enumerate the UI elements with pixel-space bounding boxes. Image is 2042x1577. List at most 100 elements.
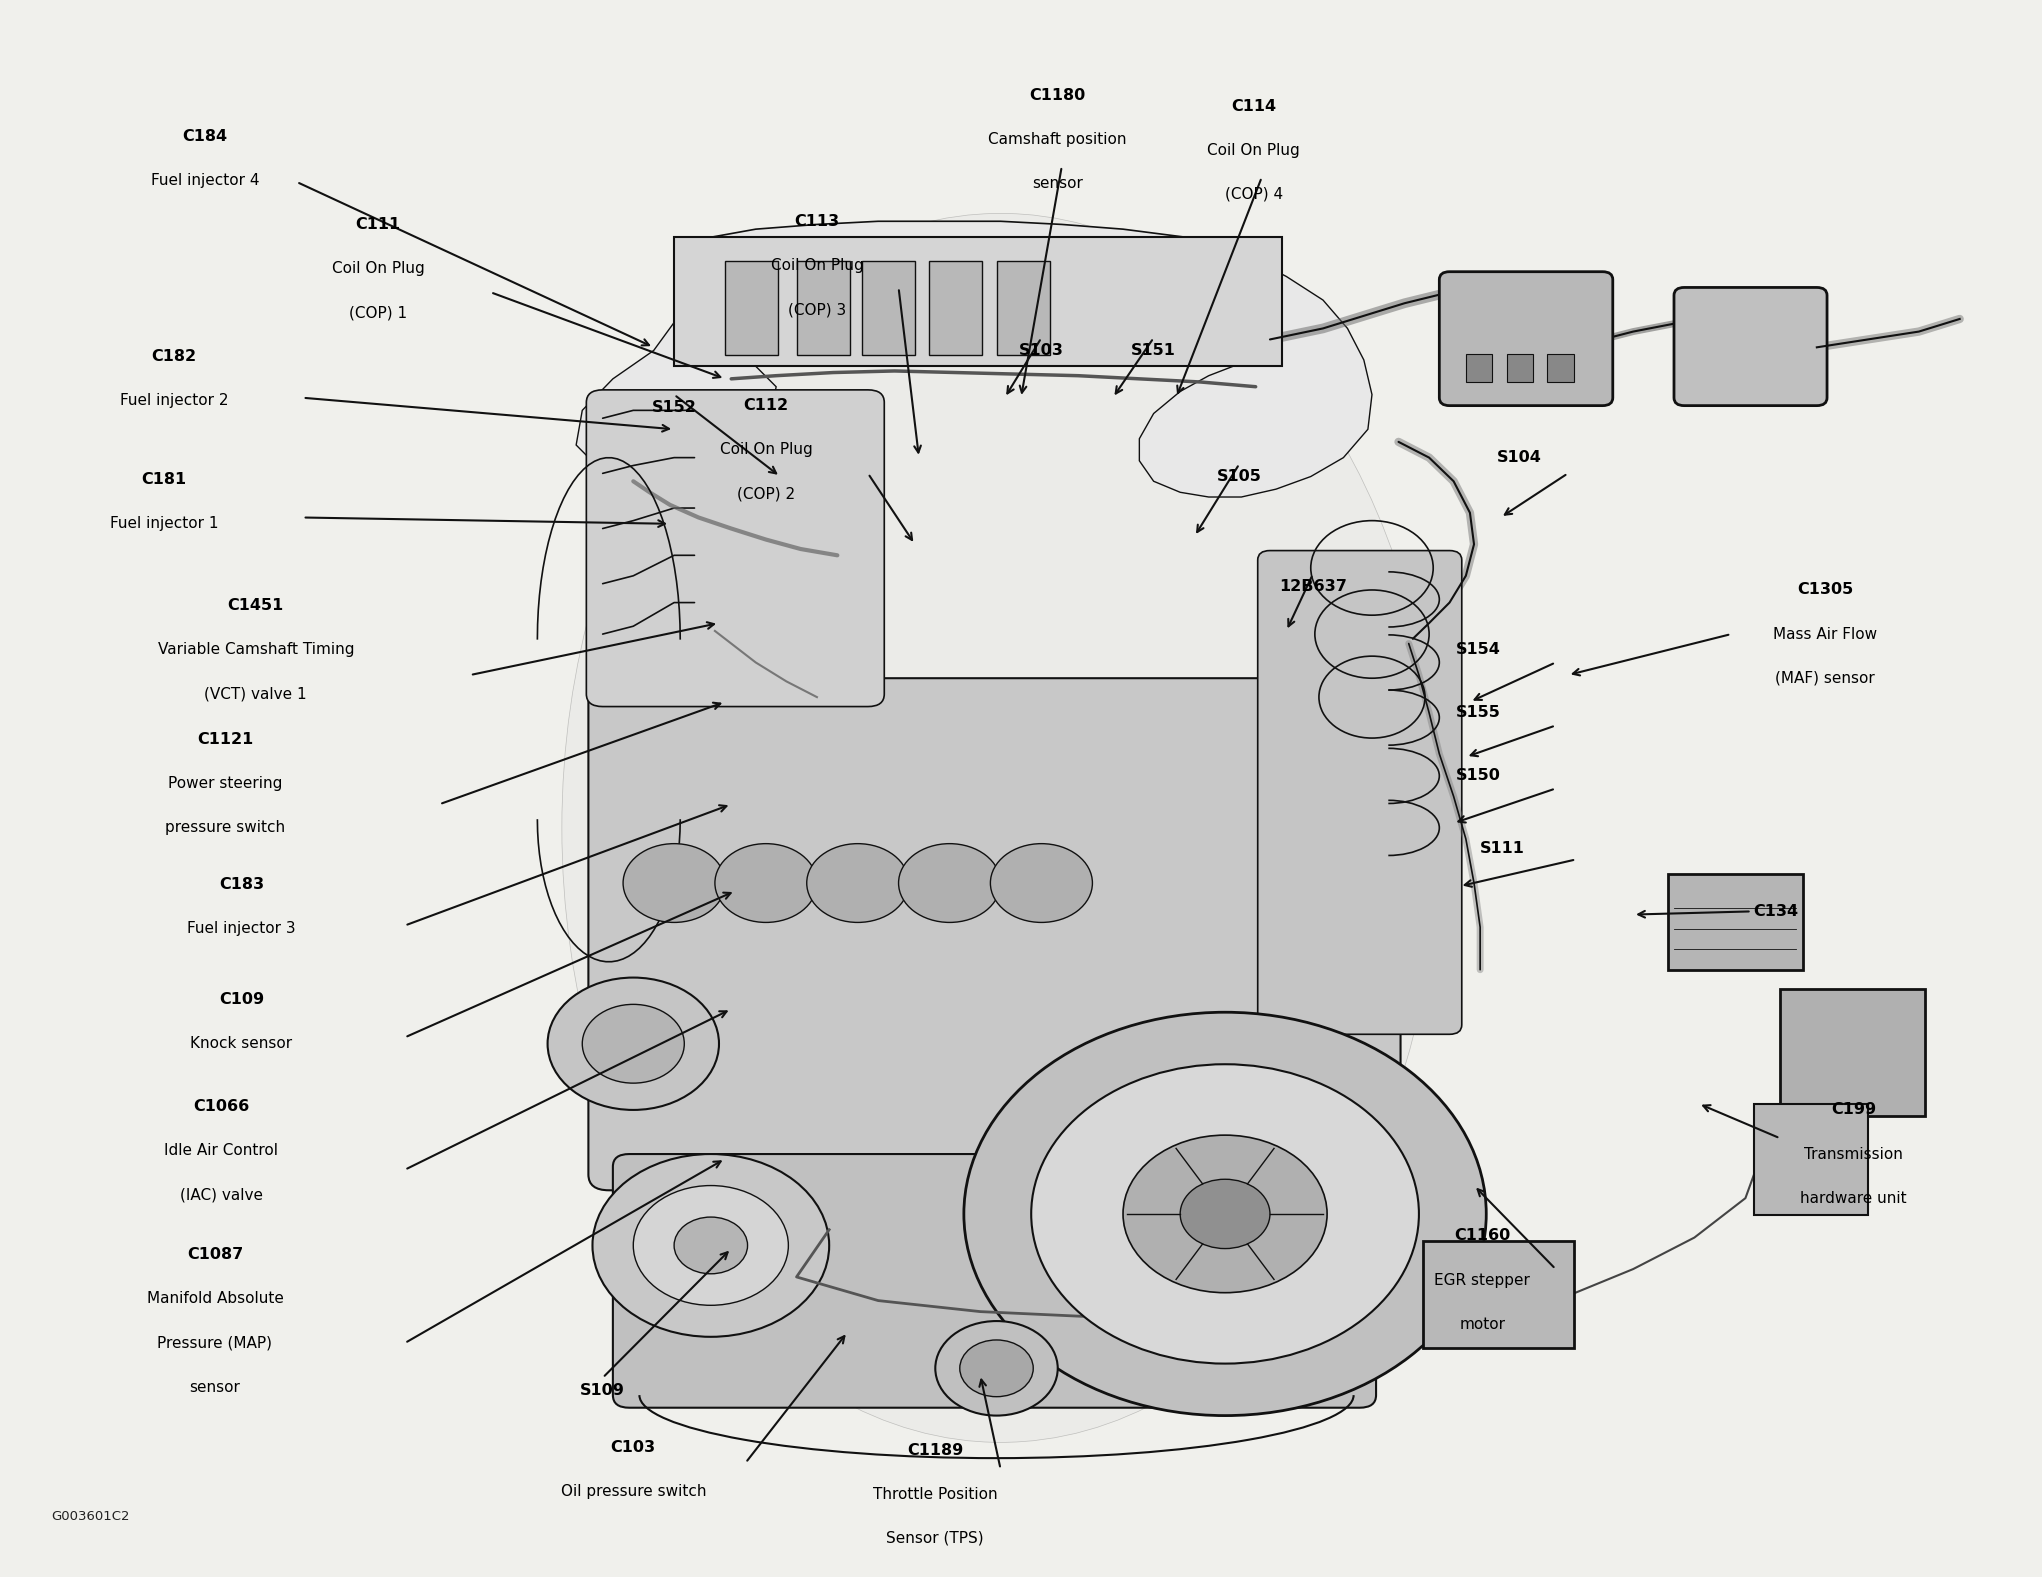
Bar	[929, 260, 982, 355]
Text: C113: C113	[794, 214, 839, 229]
Text: Mass Air Flow: Mass Air Flow	[1772, 626, 1877, 642]
Text: Fuel injector 1: Fuel injector 1	[110, 516, 218, 531]
Bar	[1548, 353, 1574, 382]
Text: Power steering: Power steering	[167, 776, 282, 792]
FancyBboxPatch shape	[1668, 874, 1803, 970]
Text: C1087: C1087	[186, 1247, 243, 1262]
Text: Transmission: Transmission	[1805, 1146, 1903, 1162]
Text: Throttle Position: Throttle Position	[874, 1487, 999, 1501]
Text: Oil pressure switch: Oil pressure switch	[562, 1484, 707, 1498]
Bar	[996, 260, 1050, 355]
Text: (VCT) valve 1: (VCT) valve 1	[204, 686, 306, 702]
Circle shape	[1123, 1135, 1327, 1293]
Text: C181: C181	[141, 472, 186, 487]
Bar	[674, 237, 1282, 366]
Bar	[1466, 353, 1493, 382]
Text: G003601C2: G003601C2	[51, 1509, 131, 1523]
Circle shape	[1031, 1064, 1419, 1364]
Text: C199: C199	[1832, 1102, 1877, 1118]
Text: 12B637: 12B637	[1278, 579, 1348, 595]
Text: S103: S103	[1019, 342, 1064, 358]
Text: Pressure (MAP): Pressure (MAP)	[157, 1336, 272, 1350]
Text: (IAC) valve: (IAC) valve	[180, 1187, 263, 1203]
FancyBboxPatch shape	[613, 1154, 1376, 1408]
Bar	[1507, 353, 1534, 382]
Text: (COP) 3: (COP) 3	[788, 303, 845, 317]
Text: C1305: C1305	[1797, 582, 1854, 598]
Text: S151: S151	[1131, 342, 1176, 358]
Text: C184: C184	[182, 129, 227, 144]
Polygon shape	[576, 240, 776, 476]
Text: (COP) 1: (COP) 1	[349, 306, 406, 320]
FancyBboxPatch shape	[586, 390, 884, 706]
Text: C114: C114	[1231, 99, 1276, 114]
Text: (COP) 2: (COP) 2	[737, 486, 794, 501]
Text: pressure switch: pressure switch	[165, 820, 286, 836]
Bar	[796, 260, 849, 355]
Circle shape	[547, 978, 719, 1110]
Text: (MAF) sensor: (MAF) sensor	[1774, 670, 1875, 686]
Text: Coil On Plug: Coil On Plug	[770, 259, 864, 273]
Polygon shape	[1139, 260, 1372, 497]
Text: C112: C112	[743, 397, 788, 413]
Circle shape	[592, 1154, 829, 1337]
Text: S104: S104	[1497, 449, 1542, 465]
FancyBboxPatch shape	[1781, 989, 1926, 1117]
Text: C109: C109	[218, 992, 263, 1008]
Bar	[725, 260, 778, 355]
Text: C111: C111	[355, 218, 400, 232]
Text: C1451: C1451	[227, 598, 284, 613]
Circle shape	[623, 844, 725, 923]
Text: S152: S152	[651, 399, 696, 415]
Circle shape	[715, 844, 817, 923]
Text: Fuel injector 2: Fuel injector 2	[120, 393, 229, 408]
Text: Idle Air Control: Idle Air Control	[163, 1143, 278, 1159]
FancyBboxPatch shape	[1674, 287, 1828, 405]
FancyBboxPatch shape	[1440, 271, 1613, 405]
Text: Knock sensor: Knock sensor	[190, 1036, 292, 1052]
Text: EGR stepper: EGR stepper	[1433, 1273, 1529, 1287]
Text: C103: C103	[611, 1440, 655, 1454]
Circle shape	[935, 1322, 1058, 1416]
Text: S154: S154	[1456, 642, 1501, 658]
Text: C1189: C1189	[907, 1443, 964, 1457]
Text: Coil On Plug: Coil On Plug	[333, 262, 425, 276]
Text: C134: C134	[1754, 904, 1799, 919]
Text: Sensor (TPS): Sensor (TPS)	[886, 1531, 984, 1545]
Text: hardware unit: hardware unit	[1801, 1191, 1907, 1206]
Text: C1121: C1121	[196, 732, 253, 747]
Text: Fuel injector 4: Fuel injector 4	[151, 173, 259, 188]
Text: sensor: sensor	[190, 1380, 241, 1394]
Polygon shape	[690, 221, 1256, 347]
Bar	[862, 260, 915, 355]
Circle shape	[990, 844, 1092, 923]
Circle shape	[807, 844, 909, 923]
Text: Variable Camshaft Timing: Variable Camshaft Timing	[157, 642, 353, 658]
Text: sensor: sensor	[1033, 177, 1082, 191]
Text: S111: S111	[1480, 841, 1525, 856]
Text: S155: S155	[1456, 705, 1501, 721]
Circle shape	[964, 1012, 1487, 1416]
Text: motor: motor	[1460, 1317, 1505, 1331]
Circle shape	[633, 1186, 788, 1306]
Text: C182: C182	[151, 349, 196, 364]
Ellipse shape	[562, 213, 1440, 1443]
Circle shape	[898, 844, 1001, 923]
Text: C1160: C1160	[1454, 1228, 1511, 1244]
Text: C1066: C1066	[192, 1099, 249, 1115]
FancyBboxPatch shape	[1258, 550, 1462, 1035]
FancyBboxPatch shape	[588, 678, 1401, 1191]
Text: Manifold Absolute: Manifold Absolute	[147, 1292, 284, 1306]
Circle shape	[582, 1005, 684, 1083]
Text: Fuel injector 3: Fuel injector 3	[188, 921, 296, 937]
Text: C183: C183	[218, 877, 263, 893]
Text: S150: S150	[1456, 768, 1501, 784]
Text: C1180: C1180	[1029, 88, 1086, 103]
Text: Coil On Plug: Coil On Plug	[719, 442, 813, 457]
Text: S105: S105	[1217, 468, 1262, 484]
Circle shape	[1180, 1180, 1270, 1249]
Text: S109: S109	[580, 1383, 625, 1397]
FancyBboxPatch shape	[1754, 1104, 1868, 1216]
Text: Coil On Plug: Coil On Plug	[1207, 144, 1301, 158]
FancyBboxPatch shape	[1423, 1241, 1574, 1348]
